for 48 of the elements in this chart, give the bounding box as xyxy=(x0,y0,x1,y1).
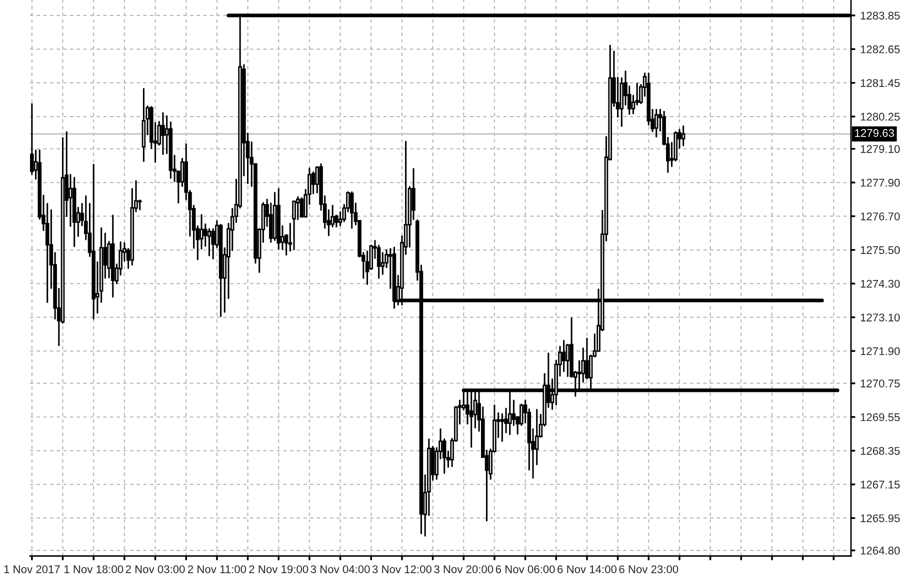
y-tick-label: 1279.10 xyxy=(860,145,900,153)
y-tick-label: 1273.10 xyxy=(860,314,900,322)
candlestick xyxy=(138,199,142,210)
y-tick-label: 1268.35 xyxy=(860,446,900,455)
y-tick-label: 1271.90 xyxy=(860,347,900,356)
y-tick-label: 1277.90 xyxy=(860,178,900,187)
candlestick xyxy=(161,112,165,155)
x-tick-label: 6 Nov 23:00 xyxy=(619,565,678,574)
candlestick xyxy=(68,174,72,227)
candlestick xyxy=(200,214,204,250)
x-tick-label: 1 Nov 2017 xyxy=(4,565,60,574)
y-tick-label: 1267.15 xyxy=(860,480,900,489)
candlestick xyxy=(654,108,658,138)
candlestick xyxy=(350,191,354,229)
candlestick xyxy=(585,338,589,380)
y-tick-label: 1265.95 xyxy=(860,514,900,522)
candlestick xyxy=(512,400,516,426)
x-tick-label: 3 Nov 04:00 xyxy=(310,565,370,574)
x-tick-label: 3 Nov 20:00 xyxy=(434,565,494,574)
candlestick xyxy=(300,197,304,218)
y-tick-label: 1283.85 xyxy=(860,12,900,20)
x-tick-label: 3 Nov 12:00 xyxy=(372,565,432,574)
y-tick-label: 1281.45 xyxy=(860,79,900,87)
candlestick xyxy=(296,196,300,220)
y-tick-label: 1269.55 xyxy=(860,413,900,422)
candlestick xyxy=(288,222,292,252)
x-tick-label: 6 Nov 14:00 xyxy=(558,565,616,574)
ref-line-label: 1279.63 xyxy=(855,129,894,137)
x-tick-label: 6 Nov 06:00 xyxy=(496,565,555,574)
y-tick-label: 1276.70 xyxy=(860,212,900,220)
candlestick xyxy=(681,125,686,146)
candlestick xyxy=(566,344,570,378)
x-tick-label: 1 Nov 18:00 xyxy=(64,565,124,574)
y-tick-label: 1280.25 xyxy=(860,112,900,121)
candlestick xyxy=(211,228,215,260)
candlestick xyxy=(500,413,504,442)
candlestick xyxy=(269,202,273,243)
y-tick-label: 1275.50 xyxy=(860,246,900,254)
candlestick xyxy=(520,404,524,426)
x-tick-label: 2 Nov 11:00 xyxy=(188,565,246,574)
candlestick xyxy=(562,340,566,372)
y-tick-label: 1270.75 xyxy=(860,380,900,388)
y-tick-label: 1264.80 xyxy=(860,546,900,555)
x-tick-label: 2 Nov 19:00 xyxy=(249,565,308,574)
candlestick xyxy=(380,252,385,275)
x-tick-label: 2 Nov 03:00 xyxy=(126,565,185,574)
y-tick-label: 1282.65 xyxy=(860,45,900,54)
y-tick-label: 1274.30 xyxy=(860,280,900,288)
